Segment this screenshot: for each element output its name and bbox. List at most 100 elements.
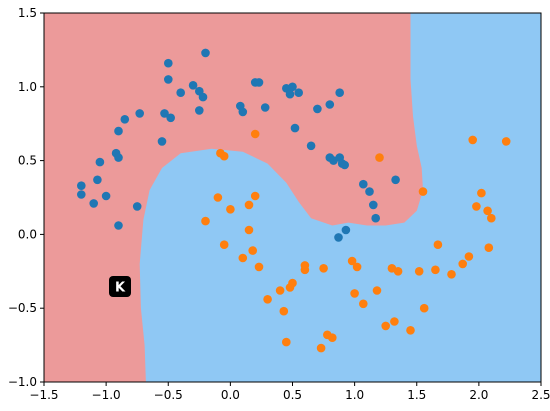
data-point-class-0 <box>260 103 270 112</box>
data-point-class-0 <box>290 123 300 133</box>
y-tick-label: 1.0 <box>18 80 37 94</box>
data-point-class-1 <box>316 343 326 353</box>
data-point-class-1 <box>458 259 468 269</box>
data-point-class-0 <box>369 200 378 210</box>
data-point-class-0 <box>114 221 123 230</box>
data-point-class-1 <box>219 240 229 249</box>
x-tick-label: 1.0 <box>345 388 364 402</box>
data-point-class-1 <box>431 265 440 275</box>
data-point-class-0 <box>135 109 144 118</box>
data-point-class-0 <box>391 175 400 185</box>
data-point-class-0 <box>254 78 264 87</box>
data-point-class-1 <box>201 216 210 226</box>
data-point-class-1 <box>414 267 424 276</box>
data-point-class-0 <box>288 82 297 92</box>
data-point-class-1 <box>254 262 264 272</box>
data-point-class-0 <box>77 181 86 190</box>
data-point-class-1 <box>300 265 310 275</box>
data-point-class-0 <box>201 48 210 58</box>
data-point-class-0 <box>294 88 304 97</box>
data-point-class-1 <box>288 278 297 288</box>
data-point-class-1 <box>350 289 359 298</box>
data-point-class-1 <box>393 267 403 276</box>
x-tick-label: 2.5 <box>531 388 550 402</box>
data-point-class-1 <box>213 193 223 202</box>
data-point-class-1 <box>433 240 443 249</box>
data-point-class-1 <box>319 264 328 273</box>
data-point-class-0 <box>132 202 142 211</box>
data-point-class-1 <box>477 188 486 198</box>
data-point-class-1 <box>484 243 494 252</box>
data-point-class-0 <box>335 88 345 97</box>
data-point-class-0 <box>101 191 111 201</box>
hud-icon-glyph: K <box>115 281 126 296</box>
data-point-class-1 <box>250 129 260 139</box>
data-point-class-0 <box>325 100 335 109</box>
data-point-class-1 <box>244 225 254 235</box>
data-point-class-1 <box>418 187 428 196</box>
y-tick-label: 0.5 <box>18 154 37 168</box>
data-point-class-0 <box>313 104 322 114</box>
data-point-class-1 <box>464 252 474 261</box>
data-point-class-0 <box>120 115 130 124</box>
data-point-class-1 <box>501 137 511 146</box>
data-point-class-1 <box>263 295 272 304</box>
x-tick-label: 0.5 <box>283 388 302 402</box>
x-axis: −1.5 −1.0 −0.5 0.0 0.5 1.0 1.5 2.0 2.5 <box>29 382 550 402</box>
data-point-class-0 <box>365 187 374 196</box>
data-point-class-0 <box>95 157 105 167</box>
data-point-class-1 <box>472 202 481 211</box>
data-point-class-0 <box>166 113 175 123</box>
data-point-class-1 <box>352 262 362 272</box>
data-point-class-0 <box>238 107 248 117</box>
x-tick-label: −0.5 <box>154 388 183 402</box>
data-point-class-1 <box>248 246 257 255</box>
x-tick-label: −1.5 <box>29 388 58 402</box>
data-point-class-0 <box>334 233 343 242</box>
data-point-class-1 <box>372 286 382 295</box>
data-point-class-1 <box>483 206 492 216</box>
y-tick-label: −1.0 <box>8 375 37 389</box>
data-point-class-0 <box>176 88 185 97</box>
data-point-class-1 <box>226 205 235 214</box>
data-point-class-0 <box>93 175 102 185</box>
data-point-class-1 <box>282 337 291 347</box>
interaction-hud-icon[interactable]: K <box>109 276 131 297</box>
scatter-points <box>77 48 511 353</box>
data-point-class-0 <box>285 89 295 99</box>
data-point-class-0 <box>198 92 208 102</box>
y-tick-label: 0.0 <box>18 227 37 241</box>
data-point-class-0 <box>89 199 98 208</box>
data-point-class-1 <box>381 321 391 331</box>
data-point-class-0 <box>160 109 169 118</box>
data-point-class-1 <box>328 333 337 343</box>
data-point-class-1 <box>279 306 289 316</box>
data-point-class-1 <box>375 153 384 162</box>
data-point-class-0 <box>114 126 123 136</box>
data-point-class-0 <box>306 141 316 151</box>
data-point-class-0 <box>341 225 351 235</box>
data-point-class-1 <box>390 317 399 326</box>
y-axis: −1.0 −0.5 0.0 0.5 1.0 1.5 <box>8 6 44 389</box>
y-tick-label: −0.5 <box>8 301 37 315</box>
data-point-class-0 <box>359 179 368 189</box>
data-point-class-1 <box>406 326 415 335</box>
data-point-class-1 <box>275 286 285 295</box>
data-point-class-0 <box>188 81 198 90</box>
data-point-class-0 <box>164 75 173 84</box>
data-point-class-0 <box>77 190 86 199</box>
x-tick-label: 0.0 <box>221 388 240 402</box>
x-tick-label: 1.5 <box>407 388 426 402</box>
y-tick-label: 1.5 <box>18 6 37 20</box>
data-point-class-1 <box>447 270 456 279</box>
x-tick-label: −1.0 <box>92 388 121 402</box>
data-point-class-1 <box>487 213 496 223</box>
data-point-class-1 <box>359 299 368 309</box>
data-point-class-0 <box>157 137 167 146</box>
data-point-class-1 <box>238 253 248 263</box>
x-tick-label: 2.0 <box>469 388 488 402</box>
data-point-class-1 <box>419 303 429 313</box>
data-point-class-1 <box>219 151 229 161</box>
data-point-class-1 <box>468 135 478 145</box>
